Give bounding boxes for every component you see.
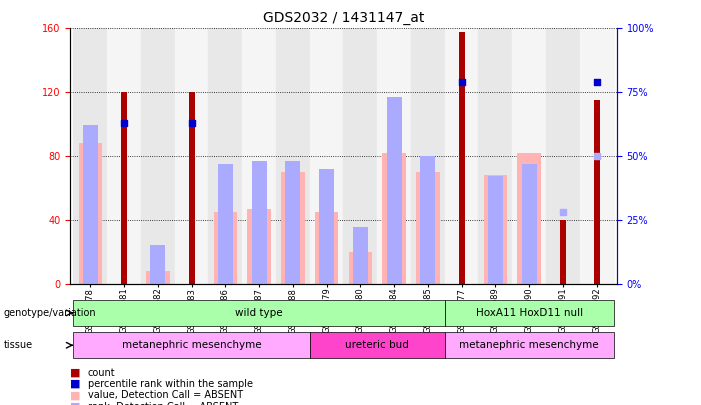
Bar [416,172,440,284]
Text: ureteric bud: ureteric bud [346,340,409,350]
Point [456,79,468,85]
Bar [107,28,141,283]
Bar [281,172,305,284]
Bar [348,252,372,284]
Bar [150,245,165,284]
Bar [121,92,127,284]
Point [591,79,602,85]
Point [118,119,130,126]
Bar [377,28,411,283]
Bar [479,28,512,283]
Bar [74,300,444,326]
Bar [522,164,537,284]
Bar [276,28,310,283]
Bar [484,175,508,284]
Text: metanephric mesenchyme: metanephric mesenchyme [459,340,599,350]
Text: wild type: wild type [236,308,283,318]
Bar [411,28,444,283]
Bar [386,97,402,284]
Bar [382,153,406,284]
Text: percentile rank within the sample: percentile rank within the sample [88,379,252,389]
Bar [243,28,276,283]
Bar [560,220,566,284]
Bar [444,300,613,326]
Text: HoxA11 HoxD11 null: HoxA11 HoxD11 null [475,308,583,318]
Bar [594,100,599,284]
Bar [214,212,237,284]
Text: rank, Detection Call = ABSENT: rank, Detection Call = ABSENT [88,402,238,405]
Bar [189,92,195,284]
Bar [208,28,243,283]
Text: value, Detection Call = ABSENT: value, Detection Call = ABSENT [88,390,243,400]
Bar [580,28,613,283]
Bar [444,28,479,283]
Point [186,119,197,126]
Bar [146,271,170,283]
Bar [421,156,435,284]
Text: ■: ■ [70,390,81,400]
Text: metanephric mesenchyme: metanephric mesenchyme [122,340,261,350]
Bar [79,143,102,284]
Bar [74,28,107,283]
Bar [310,332,444,358]
Bar [218,164,233,284]
Bar [517,153,541,284]
Bar [488,176,503,284]
Bar [444,332,613,358]
Bar [310,28,343,283]
Bar [141,28,175,283]
Text: genotype/variation: genotype/variation [4,308,96,318]
Bar [458,32,465,284]
Title: GDS2032 / 1431147_at: GDS2032 / 1431147_at [263,11,424,25]
Bar [512,28,546,283]
Text: ■: ■ [70,368,81,377]
Text: count: count [88,368,115,377]
Text: ■: ■ [70,379,81,389]
Text: ■: ■ [70,402,81,405]
Bar [83,125,98,284]
Text: tissue: tissue [4,340,33,350]
Bar [546,28,580,283]
Bar [315,212,339,284]
Bar [353,227,368,284]
Bar [343,28,377,283]
Point [557,209,569,215]
Point [591,153,602,159]
Bar [319,168,334,284]
Bar [175,28,208,283]
Bar [252,161,266,284]
Bar [285,161,301,284]
Bar [74,332,310,358]
Bar [247,209,271,284]
